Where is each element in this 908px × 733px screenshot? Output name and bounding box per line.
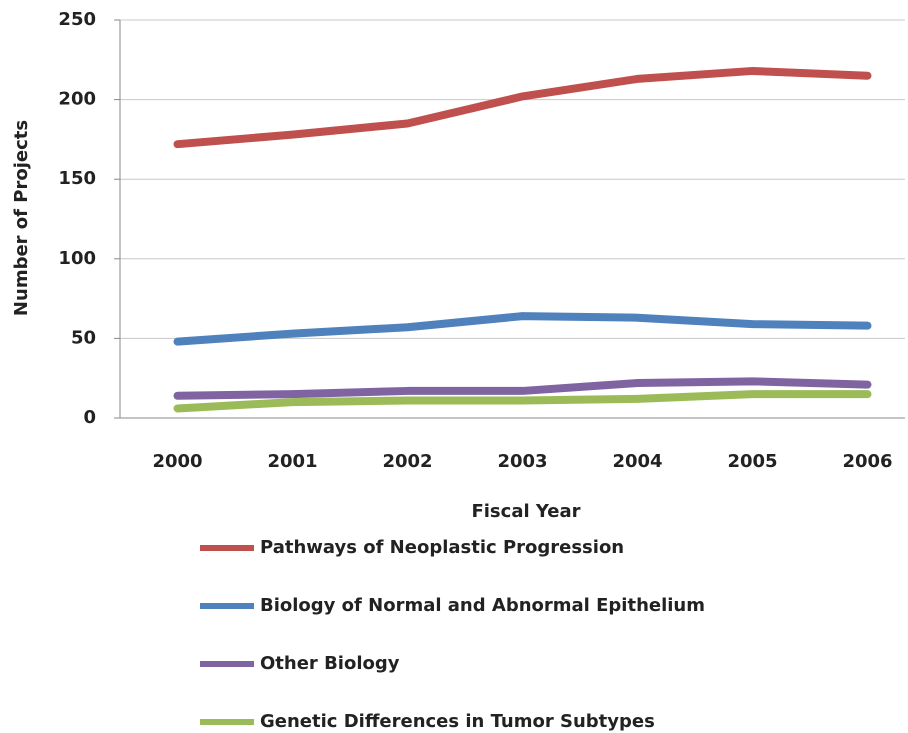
series-line <box>173 377 872 400</box>
x-tick-label: 2004 <box>612 451 662 472</box>
legend-label: Pathways of Neoplastic Progression <box>260 537 624 558</box>
series-line <box>173 66 872 149</box>
y-axis-title: Number of Projects <box>11 120 32 316</box>
legend-label: Genetic Differences in Tumor Subtypes <box>260 711 655 732</box>
legend-label: Other Biology <box>260 653 400 674</box>
x-tick-label: 2006 <box>842 451 892 472</box>
y-tick-label: 50 <box>71 327 96 348</box>
series-line <box>173 312 872 346</box>
y-tick-label: 0 <box>83 407 96 428</box>
series-line <box>173 390 872 413</box>
y-tick-label: 150 <box>58 168 96 189</box>
y-tick-label: 250 <box>58 9 96 30</box>
x-tick-label: 2005 <box>727 451 777 472</box>
legend-label: Biology of Normal and Abnormal Epitheliu… <box>260 595 705 616</box>
x-axis-title: Fiscal Year <box>471 501 580 522</box>
x-tick-label: 2000 <box>152 451 202 472</box>
x-tick-label: 2002 <box>382 451 432 472</box>
x-tick-label: 2003 <box>497 451 547 472</box>
y-tick-label: 100 <box>58 248 96 269</box>
x-tick-label: 2001 <box>267 451 317 472</box>
y-tick-label: 200 <box>58 89 96 110</box>
